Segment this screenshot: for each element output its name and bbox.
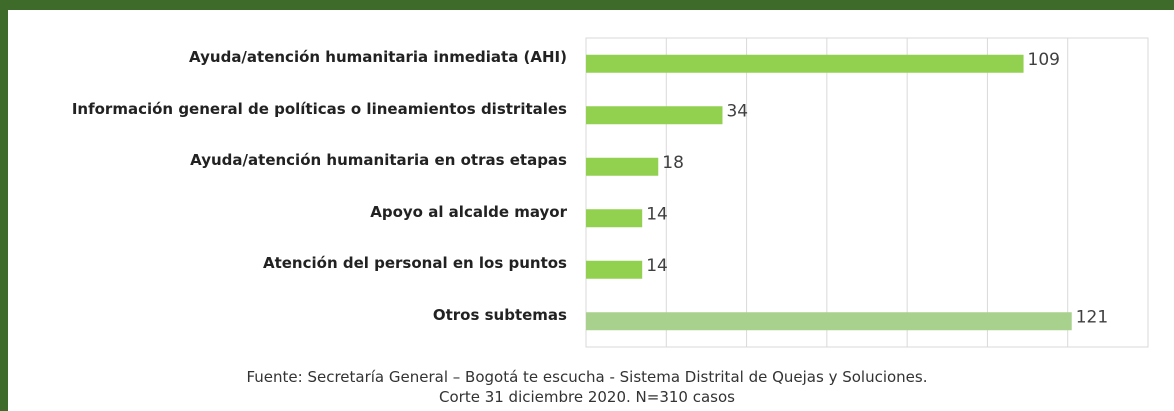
category-label: Ayuda/atención humanitaria en otras etap… (190, 151, 567, 170)
bar (586, 260, 643, 279)
category-label-box: Atención del personal en los puntos (7, 254, 567, 273)
category-label-box: Información general de políticas o linea… (7, 100, 567, 119)
category-label: Atención del personal en los puntos (262, 254, 567, 273)
value-label: 121 (1076, 307, 1108, 327)
category-label-box: Otros subtemas (7, 306, 567, 325)
category-label: Otros subtemas (432, 305, 567, 324)
value-label: 34 (726, 101, 748, 121)
bar (586, 312, 1072, 331)
category-label: Información general de políticas o linea… (71, 99, 567, 118)
value-label: 14 (646, 256, 668, 276)
value-label: 14 (646, 204, 668, 224)
source-note: Fuente: Secretaría General – Bogotá te e… (246, 368, 928, 386)
bar (586, 209, 643, 228)
value-label: 18 (662, 153, 684, 173)
bar (586, 157, 659, 176)
value-label: 109 (1028, 50, 1060, 70)
source-note: Corte 31 diciembre 2020. N=310 casos (439, 388, 735, 406)
category-label-box: Ayuda/atención humanitaria en otras etap… (7, 151, 567, 170)
category-label: Apoyo al alcalde mayor (370, 202, 567, 221)
plot-area (585, 37, 1149, 348)
category-label: Ayuda/atención humanitaria inmediata (AH… (189, 48, 567, 67)
category-label-box: Ayuda/atención humanitaria inmediata (AH… (7, 48, 567, 67)
bar (586, 106, 723, 125)
bar (586, 54, 1024, 73)
category-label-box: Apoyo al alcalde mayor (7, 203, 567, 222)
